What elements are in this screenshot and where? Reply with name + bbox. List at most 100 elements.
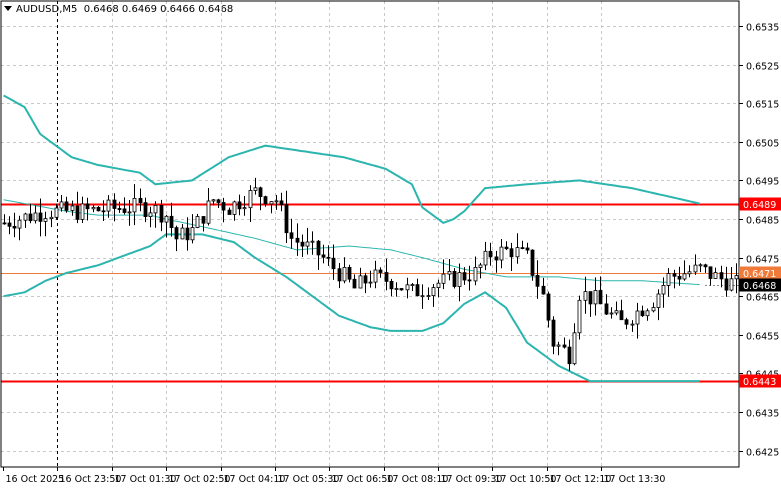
level-tag-0.6443	[739, 374, 781, 388]
candle-body	[138, 197, 143, 204]
candle-body	[609, 312, 614, 315]
candle-body	[541, 285, 546, 295]
y-tick-label: 0.6455	[746, 332, 779, 343]
candle-body	[284, 204, 289, 234]
y-tick-label: 0.6475	[746, 255, 779, 266]
candle-body	[289, 232, 294, 239]
candle-body	[159, 204, 164, 223]
x-tick-label: 17 Oct 09:30	[441, 474, 503, 485]
candle-body	[295, 237, 300, 243]
x-tick-label: 17 Oct 10:50	[495, 474, 557, 485]
candle-body	[562, 344, 567, 348]
candle-body	[698, 264, 703, 267]
candle-body	[677, 275, 682, 280]
bollinger-bands	[3, 94, 700, 383]
candle-body	[672, 273, 677, 277]
candle-body	[708, 266, 713, 279]
candle-body	[352, 278, 357, 289]
candle-body	[127, 211, 132, 214]
candle-body	[384, 272, 389, 282]
y-tick-label: 0.6525	[746, 62, 779, 73]
candle-body	[452, 270, 457, 287]
candle-body	[478, 264, 483, 268]
candle-body	[734, 275, 739, 280]
candle-body	[415, 284, 420, 297]
current-price-label: 0.6468	[743, 281, 776, 292]
candle-body	[122, 208, 127, 213]
candle-body	[551, 319, 556, 347]
candle-body	[515, 247, 520, 258]
candle-body	[185, 227, 190, 241]
candle-body	[504, 246, 509, 250]
candle-body	[499, 246, 504, 261]
candle-body	[49, 216, 54, 220]
candle-body	[530, 249, 535, 276]
candle-body	[117, 208, 122, 210]
horizontal-levels	[1, 203, 739, 383]
x-tick-label: 17 Oct 06:50	[332, 474, 394, 485]
x-tick-label: 16 Oct 2025	[6, 474, 65, 485]
candle-body	[216, 199, 221, 203]
candle-body	[75, 205, 80, 220]
x-tick-label: 17 Oct 05:30	[278, 474, 340, 485]
candle-body	[91, 206, 96, 210]
candle-body	[535, 274, 540, 287]
candle-body	[153, 204, 158, 214]
candle-body	[17, 219, 22, 229]
candle-body	[337, 268, 342, 282]
candle-body	[164, 215, 169, 223]
candle-body	[331, 257, 336, 270]
candle-body	[342, 266, 347, 282]
candle-body	[666, 273, 671, 286]
candle-body	[410, 284, 415, 287]
x-tick-label: 17 Oct 13:30	[604, 474, 666, 485]
candle-body	[624, 319, 629, 325]
candle-body	[546, 293, 551, 321]
candle-body	[556, 344, 561, 347]
candle-body	[394, 288, 399, 290]
candle-body	[232, 201, 237, 215]
y-tick-label: 0.6515	[746, 100, 779, 111]
candle-body	[54, 207, 59, 218]
candle-body	[201, 216, 206, 224]
candle-body	[248, 190, 253, 209]
candle-body	[640, 310, 645, 317]
current-price-tag	[739, 278, 781, 292]
candle-body	[305, 241, 310, 247]
candle-body	[23, 213, 28, 221]
x-tick-label: 17 Oct 04:10	[224, 474, 286, 485]
candle-body	[310, 240, 315, 243]
dropdown-triangle-icon[interactable]	[4, 6, 12, 11]
candle-body	[148, 212, 153, 217]
candle-body	[300, 241, 305, 247]
candle-body	[368, 281, 373, 284]
candle-body	[347, 266, 352, 280]
candle-body	[321, 254, 326, 258]
x-tick-label: 17 Oct 08:10	[387, 474, 449, 485]
candle-body	[693, 264, 698, 273]
candle-body	[457, 272, 462, 287]
grid	[1, 1, 739, 467]
candle-body	[604, 303, 609, 315]
candle-body	[143, 202, 148, 218]
candle-body	[38, 212, 43, 222]
candle-body	[488, 250, 493, 258]
candle-body	[269, 201, 274, 205]
candle-body	[43, 218, 48, 222]
candle-body	[180, 227, 185, 240]
candle-body	[174, 227, 179, 240]
candle-body	[462, 272, 467, 281]
y-tick-label: 0.6485	[746, 216, 779, 227]
candle-body	[101, 210, 106, 213]
candle-body	[598, 290, 603, 305]
candle-body	[28, 213, 33, 222]
x-tick-label: 17 Oct 01:30	[115, 474, 177, 485]
candle-body	[279, 200, 284, 206]
candle-body	[237, 201, 242, 210]
level-tag-0.6471	[739, 266, 781, 280]
candle-body	[70, 205, 75, 211]
level-tag-0.6489	[739, 197, 781, 211]
ohlc-readout: 0.6468 0.6469 0.6466 0.6468	[83, 4, 234, 15]
